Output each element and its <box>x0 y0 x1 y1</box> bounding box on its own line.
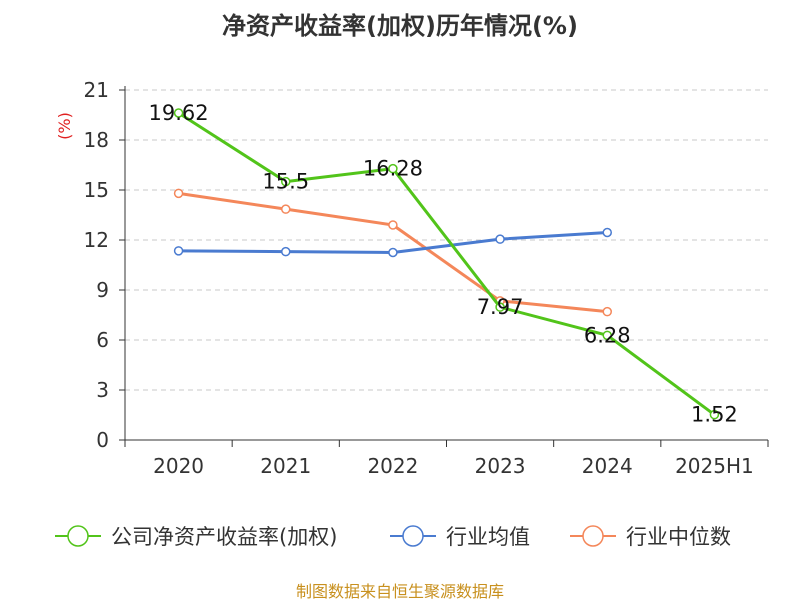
series-1 <box>173 227 612 258</box>
y-tick-label: 18 <box>84 128 109 152</box>
grid-lines <box>125 89 768 391</box>
data-point <box>281 246 291 257</box>
x-tick-label: 2025H1 <box>675 454 754 478</box>
data-point <box>388 220 398 230</box>
series-layer <box>173 108 720 420</box>
data-label: 6.28 <box>584 323 631 347</box>
legend-marker-icon <box>67 525 89 547</box>
data-label: 7.97 <box>477 295 524 319</box>
x-tick-label: 2022 <box>367 454 418 478</box>
data-label: 19.62 <box>149 101 209 125</box>
y-tick-label: 12 <box>84 228 109 252</box>
x-tick-label: 2023 <box>475 454 526 478</box>
axes: (%) <box>55 86 768 441</box>
data-label: 15.5 <box>262 170 309 194</box>
legend-label: 公司净资产收益率(加权) <box>111 525 337 549</box>
legend-item: 行业均值 <box>390 525 530 549</box>
legend-label: 行业中位数 <box>626 525 731 549</box>
y-tick-label: 0 <box>96 428 109 452</box>
data-point <box>173 246 184 256</box>
x-tick-label: 2021 <box>260 454 311 478</box>
data-point <box>709 409 720 420</box>
legend: 公司净资产收益率(加权) 行业均值 行业中位数 <box>55 525 731 549</box>
y-tick-label: 3 <box>96 378 109 402</box>
legend-item: 公司净资产收益率(加权) <box>55 525 337 549</box>
series-line <box>177 111 716 416</box>
y-axis-label: (%) <box>55 112 74 140</box>
y-tick-label: 15 <box>84 178 109 202</box>
data-labels: 19.62 15.5 16.28 7.97 6.28 1.52 <box>149 101 738 427</box>
data-point <box>281 176 291 187</box>
data-point <box>388 163 398 174</box>
data-point <box>602 306 612 317</box>
data-label: 1.52 <box>691 403 738 427</box>
y-tick-label: 21 <box>84 78 109 102</box>
x-tick-label: 2024 <box>582 454 633 478</box>
data-point <box>173 188 184 199</box>
y-axis-ticks: 0 3 6 9 12 15 18 21 <box>84 78 125 452</box>
legend-label: 行业均值 <box>446 525 530 549</box>
legend-marker-icon <box>402 525 424 547</box>
data-point <box>602 227 612 238</box>
source-note: 制图数据来自恒生聚源数据库 <box>295 582 504 601</box>
y-tick-label: 9 <box>96 278 109 302</box>
data-label: 16.28 <box>363 157 423 181</box>
chart-title: 净资产收益率(加权)历年情况(%) <box>222 12 578 40</box>
series-0 <box>173 108 720 420</box>
legend-item: 行业中位数 <box>570 525 731 549</box>
data-point <box>602 330 612 341</box>
data-point <box>281 204 291 214</box>
x-axis-ticks: 2020 2021 2022 2023 2024 2025H1 <box>124 440 769 478</box>
x-tick-label: 2020 <box>153 454 204 478</box>
legend-marker-icon <box>582 525 604 547</box>
data-point <box>388 247 398 258</box>
y-tick-label: 6 <box>96 328 109 352</box>
data-point <box>173 108 184 118</box>
data-point <box>495 302 505 312</box>
data-point <box>495 234 505 244</box>
